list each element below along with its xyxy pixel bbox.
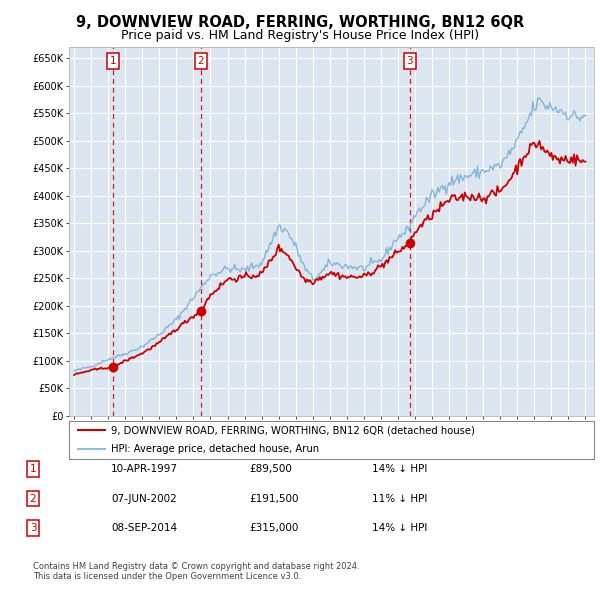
Text: 10-APR-1997: 10-APR-1997	[111, 464, 178, 474]
Text: 1: 1	[110, 56, 116, 66]
Text: HPI: Average price, detached house, Arun: HPI: Average price, detached house, Arun	[111, 444, 319, 454]
Text: 3: 3	[406, 56, 413, 66]
Text: 07-JUN-2002: 07-JUN-2002	[111, 494, 177, 503]
FancyBboxPatch shape	[69, 421, 594, 459]
Text: 08-SEP-2014: 08-SEP-2014	[111, 523, 177, 533]
Text: 3: 3	[29, 523, 37, 533]
Text: Price paid vs. HM Land Registry's House Price Index (HPI): Price paid vs. HM Land Registry's House …	[121, 30, 479, 42]
Text: £89,500: £89,500	[249, 464, 292, 474]
Text: 1: 1	[29, 464, 37, 474]
Text: £191,500: £191,500	[249, 494, 299, 503]
Text: £315,000: £315,000	[249, 523, 298, 533]
Text: 2: 2	[197, 56, 204, 66]
Text: 9, DOWNVIEW ROAD, FERRING, WORTHING, BN12 6QR (detached house): 9, DOWNVIEW ROAD, FERRING, WORTHING, BN1…	[111, 425, 475, 435]
Text: 9, DOWNVIEW ROAD, FERRING, WORTHING, BN12 6QR: 9, DOWNVIEW ROAD, FERRING, WORTHING, BN1…	[76, 15, 524, 30]
Text: 14% ↓ HPI: 14% ↓ HPI	[372, 523, 427, 533]
Text: 11% ↓ HPI: 11% ↓ HPI	[372, 494, 427, 503]
Text: 2: 2	[29, 494, 37, 503]
Text: Contains HM Land Registry data © Crown copyright and database right 2024.
This d: Contains HM Land Registry data © Crown c…	[33, 562, 359, 581]
Text: 14% ↓ HPI: 14% ↓ HPI	[372, 464, 427, 474]
